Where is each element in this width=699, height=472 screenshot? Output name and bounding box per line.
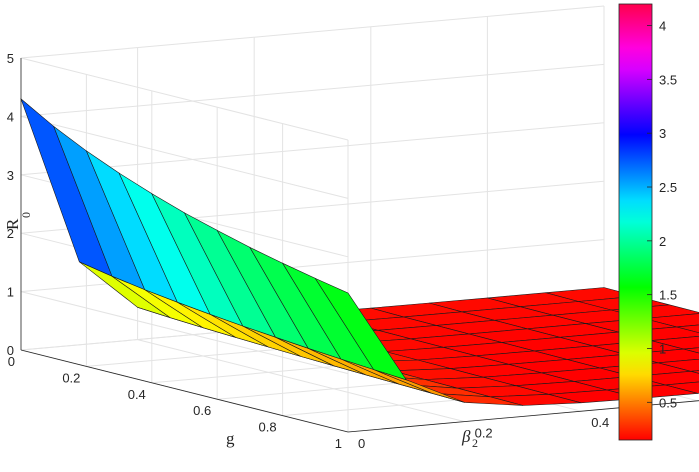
z-axis-label-symbol: R	[3, 218, 22, 230]
z-axis-label: R 0	[3, 212, 33, 230]
y-tick-label: 0	[358, 436, 365, 451]
x-tick-label: 0.8	[259, 420, 277, 435]
y-axis-label-subscript: 2	[472, 436, 478, 450]
grid-line	[137, 339, 465, 423]
axis-line	[20, 349, 349, 433]
colorbar-tick-label: 2.5	[659, 180, 677, 195]
z-tick-label: 1	[7, 285, 14, 300]
colorbar-tick-label: 1	[659, 341, 666, 356]
z-tick-label: 2	[7, 226, 14, 241]
z-tick-label: 5	[7, 51, 14, 66]
y-tick-label: 0.4	[591, 415, 609, 430]
colorbar-ticks: 0.5 1 1.5 2 2.5 3 3.5 4	[647, 19, 677, 410]
z-tick-label: 3	[7, 168, 14, 183]
grid-line	[20, 5, 605, 141]
x-tick-label: 1	[335, 436, 342, 451]
z-tick-label: 0	[7, 343, 14, 358]
z-axis-label-subscript: 0	[19, 212, 33, 218]
colorbar-fill	[618, 3, 653, 441]
x-tick-label: 0	[8, 354, 15, 369]
colorbar-tick-label: 3	[659, 126, 666, 141]
surface-cell	[314, 277, 408, 381]
colorbar-tick-label: 0.5	[659, 395, 677, 410]
y-axis-label: β 2	[461, 427, 478, 450]
x-tick-label: 0.2	[62, 370, 80, 385]
surface-mesh	[20, 97, 699, 406]
colorbar-tick-label: 3.5	[659, 72, 677, 87]
y-tick-label: 0.2	[475, 426, 493, 441]
colorbar-tick-label: 4	[659, 19, 666, 34]
x-tick-label: 0.4	[128, 387, 146, 402]
colorbar: 0.5 1 1.5 2 2.5 3 3.5 4	[618, 3, 677, 441]
surface-cell	[683, 347, 699, 354]
x-tick-label: 0.6	[193, 403, 211, 418]
x-axis-label: g	[226, 429, 235, 448]
colorbar-tick-label: 2	[659, 234, 666, 249]
y-axis-label-symbol: β	[461, 427, 471, 446]
z-tick-label: 4	[7, 109, 14, 124]
colorbar-tick-label: 1.5	[659, 288, 677, 303]
